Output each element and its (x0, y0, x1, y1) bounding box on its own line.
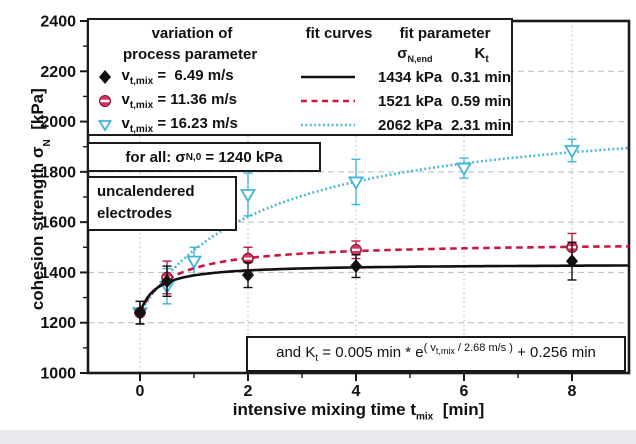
series-striped-circle (134, 232, 629, 325)
legend-header-fit-curves: fit curves (305, 25, 373, 42)
legend-sigma-end-value: 1521 kPa (378, 92, 443, 110)
legend-subheader-kt: Kt (474, 44, 489, 65)
legend-header-variation: variation of (151, 25, 233, 42)
solid-line-icon (286, 73, 370, 81)
svg-text:1200: 1200 (40, 315, 76, 332)
svg-text:2200: 2200 (40, 64, 76, 81)
svg-text:1400: 1400 (40, 265, 76, 282)
data-point (350, 259, 362, 274)
fit-curve (138, 245, 629, 314)
cyan-triangle-icon (89, 117, 121, 133)
fit-curve (138, 264, 629, 314)
sigma-n0-annotation: for all: σ N,0 = 1240 kPa (87, 142, 321, 172)
kt-formula-annotation: and Kt = 0.005 min * e( vt,mix / 2.68 m/… (246, 336, 626, 372)
dotted-line-icon (286, 121, 370, 129)
data-point (161, 274, 173, 289)
data-point (566, 254, 578, 269)
svg-text:8: 8 (568, 383, 577, 400)
axis-ticks (80, 20, 573, 381)
y-axis-label: cohesion strength σN [kPa] (27, 88, 54, 311)
electrodes-annotation: uncalendered electrodes (87, 176, 237, 231)
legend-row-1623: vt,mix = 16.23 m/s 2062 kPa 2.31 min (89, 113, 511, 137)
svg-text:2000: 2000 (40, 114, 76, 131)
legend-param-label: vt,mix = 6.49 m/s (121, 67, 234, 87)
fit-curve (138, 146, 629, 314)
data-point (134, 305, 146, 320)
legend-kt-value: 0.59 min (450, 92, 511, 110)
x-axis-label: intensive mixing time tmix [min] (232, 400, 485, 423)
data-point (563, 145, 581, 159)
data-point (185, 255, 203, 270)
red-striped-circle-icon (89, 93, 121, 109)
svg-text:4: 4 (352, 383, 361, 400)
dashed-line-icon (286, 97, 370, 105)
legend-kt-value: 0.31 min (450, 68, 511, 86)
svg-text:1000: 1000 (40, 366, 76, 383)
legend: variation of fit curves fit parameter pr… (87, 18, 513, 136)
legend-sigma-end-value: 2062 kPa (378, 116, 443, 134)
svg-text:0: 0 (136, 383, 145, 400)
svg-text:2: 2 (244, 383, 253, 400)
legend-header-fit-parameter: fit parameter (399, 25, 491, 42)
legend-row-649: vt,mix = 6.49 m/s 1434 kPa 0.31 min (89, 65, 511, 89)
data-point (347, 176, 365, 191)
data-point (242, 267, 254, 282)
svg-text:2400: 2400 (40, 14, 76, 31)
svg-text:1800: 1800 (40, 164, 76, 181)
data-point (239, 189, 257, 203)
legend-kt-value: 2.31 min (450, 116, 511, 134)
series-filled-diamond (134, 241, 629, 325)
bottom-band (0, 430, 636, 444)
legend-param-label: vt,mix = 16.23 m/s (121, 115, 238, 135)
svg-text:1600: 1600 (40, 215, 76, 232)
legend-header-process-parameter: process parameter (122, 46, 258, 63)
black-diamond-icon (89, 69, 121, 85)
tick-labels: 0 2 4 6 8 1000 1200 1400 1600 1800 2000 2200 2400 (40, 14, 576, 401)
legend-row-1136: vt,mix = 11.36 m/s 1521 kPa 0.59 min (89, 89, 511, 113)
svg-text:6: 6 (460, 383, 469, 400)
legend-sigma-end-value: 1434 kPa (378, 68, 443, 86)
legend-param-label: vt,mix = 11.36 m/s (121, 91, 237, 111)
data-point (455, 162, 473, 177)
legend-subheader-sigma-end: σN,end (397, 45, 433, 64)
